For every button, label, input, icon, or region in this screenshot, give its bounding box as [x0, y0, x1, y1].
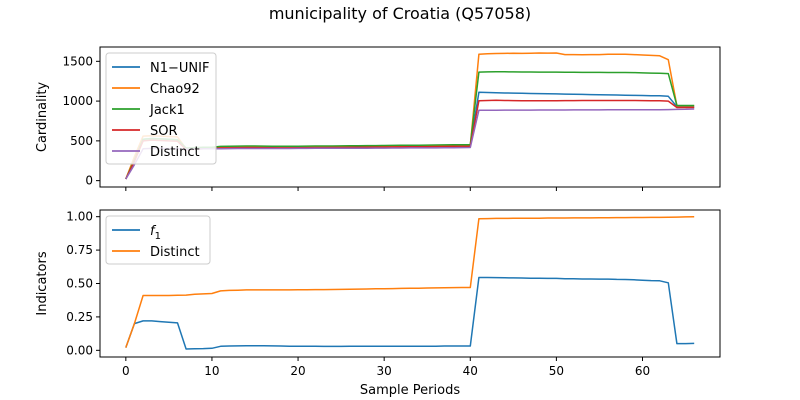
- series-line-0: [125, 276, 695, 350]
- x-tick-label: 50: [549, 364, 564, 378]
- y-axis-label: Indicators: [35, 251, 50, 315]
- legend-entry: Distinct: [150, 245, 200, 260]
- y-tick-label: 1000: [62, 94, 93, 108]
- series-line-4: [125, 108, 695, 180]
- legend-entry: Distinct: [150, 145, 200, 160]
- y-tick-label: 0: [85, 174, 93, 188]
- x-tick-label: 0: [122, 364, 130, 378]
- series-line-1: [125, 52, 695, 180]
- legend-entry: Chao92: [150, 82, 200, 97]
- indicators-subplot: 0.00 0.25 0.50 0.75 1.00 0 10 20 30 40 50 60 Indicat…: [35, 209, 721, 398]
- legend-box: [105, 215, 211, 265]
- y-tick-label: 1.00: [66, 210, 93, 224]
- y-tick-label: 1500: [62, 54, 93, 68]
- series-line-2: [125, 71, 695, 180]
- y-axis-label: Cardinality: [35, 82, 50, 153]
- axes-frame: [99, 46, 721, 188]
- legend-entry: f1: [150, 224, 161, 242]
- x-tick-label: 60: [635, 364, 650, 378]
- y-tick-label: 0.00: [66, 343, 93, 357]
- figure-title: municipality of Croatia (Q57058): [269, 4, 531, 23]
- x-tick-label: 10: [204, 364, 219, 378]
- x-tick-label: 20: [290, 364, 305, 378]
- x-tick-label: 40: [463, 364, 478, 378]
- legend-entry: Jack1: [149, 103, 185, 118]
- cardinality-subplot: 0 500 1000 1500 Cardinality N1−UNIF Chao92 Jack…: [35, 46, 721, 191]
- axes-frame: [99, 209, 721, 358]
- x-tick-label: 30: [377, 364, 392, 378]
- y-tick-label: 0.25: [66, 310, 93, 324]
- legend-label: f: [150, 224, 157, 239]
- legend-entry: N1−UNIF: [150, 61, 209, 76]
- y-tick-label: 500: [70, 134, 93, 148]
- y-tick-label: 0.50: [66, 277, 93, 291]
- legend-entry: SOR: [150, 124, 178, 139]
- x-axis-label: Sample Periods: [360, 383, 460, 398]
- legend-label-subscript: 1: [155, 231, 161, 242]
- y-tick-label: 0.75: [66, 243, 93, 257]
- series-line-1: [125, 216, 695, 348]
- legend-box: [105, 52, 217, 165]
